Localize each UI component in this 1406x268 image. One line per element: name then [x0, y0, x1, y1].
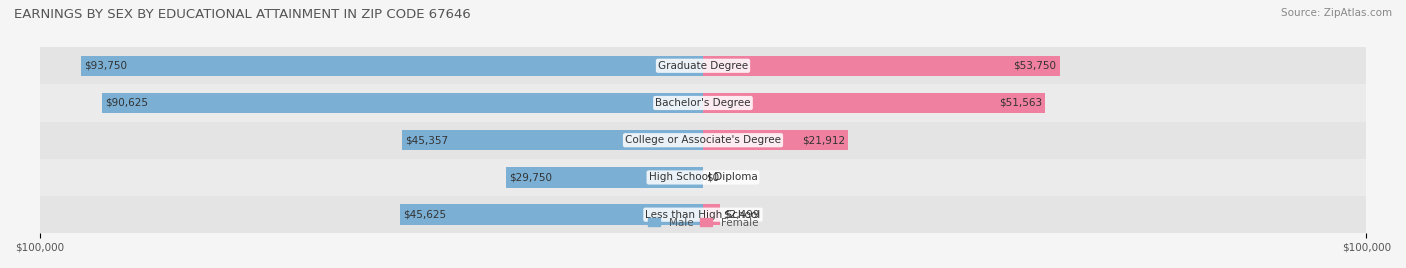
Text: $45,625: $45,625 — [404, 210, 447, 220]
Text: Graduate Degree: Graduate Degree — [658, 61, 748, 71]
Text: $53,750: $53,750 — [1014, 61, 1056, 71]
Legend: Male, Female: Male, Female — [644, 213, 762, 232]
Bar — [82, 55, 703, 76]
Text: $51,563: $51,563 — [998, 98, 1042, 108]
Text: Bachelor's Degree: Bachelor's Degree — [655, 98, 751, 108]
Text: College or Associate's Degree: College or Associate's Degree — [626, 135, 780, 145]
Bar — [39, 122, 1367, 159]
Bar — [39, 196, 1367, 233]
Text: $29,750: $29,750 — [509, 172, 553, 183]
Bar — [703, 204, 720, 225]
Bar — [401, 204, 703, 225]
Text: Less than High School: Less than High School — [645, 210, 761, 220]
Text: $93,750: $93,750 — [84, 61, 128, 71]
Text: High School Diploma: High School Diploma — [648, 172, 758, 183]
Text: EARNINGS BY SEX BY EDUCATIONAL ATTAINMENT IN ZIP CODE 67646: EARNINGS BY SEX BY EDUCATIONAL ATTAINMEN… — [14, 8, 471, 21]
Bar — [402, 130, 703, 150]
Text: $90,625: $90,625 — [105, 98, 148, 108]
Bar — [703, 93, 1045, 113]
Bar — [703, 130, 848, 150]
Text: $2,499: $2,499 — [723, 210, 759, 220]
Text: Source: ZipAtlas.com: Source: ZipAtlas.com — [1281, 8, 1392, 18]
Text: $45,357: $45,357 — [405, 135, 449, 145]
Bar — [39, 47, 1367, 84]
Bar — [101, 93, 703, 113]
Bar — [703, 55, 1060, 76]
Bar — [506, 167, 703, 188]
Text: $21,912: $21,912 — [801, 135, 845, 145]
Bar — [39, 159, 1367, 196]
Text: $0: $0 — [706, 172, 720, 183]
Bar — [39, 84, 1367, 122]
